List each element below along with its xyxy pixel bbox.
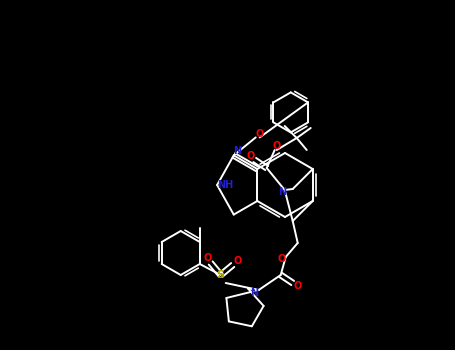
Text: N: N: [233, 146, 241, 156]
Text: NH: NH: [217, 180, 233, 190]
Text: O: O: [273, 141, 281, 151]
Text: O: O: [278, 254, 286, 264]
Text: N: N: [278, 187, 286, 197]
Text: N: N: [250, 288, 258, 298]
Text: O: O: [293, 281, 302, 291]
Text: O: O: [203, 253, 212, 263]
Text: O: O: [233, 256, 242, 266]
Text: S: S: [217, 270, 225, 280]
Text: O: O: [247, 151, 255, 161]
Text: O: O: [256, 130, 264, 139]
